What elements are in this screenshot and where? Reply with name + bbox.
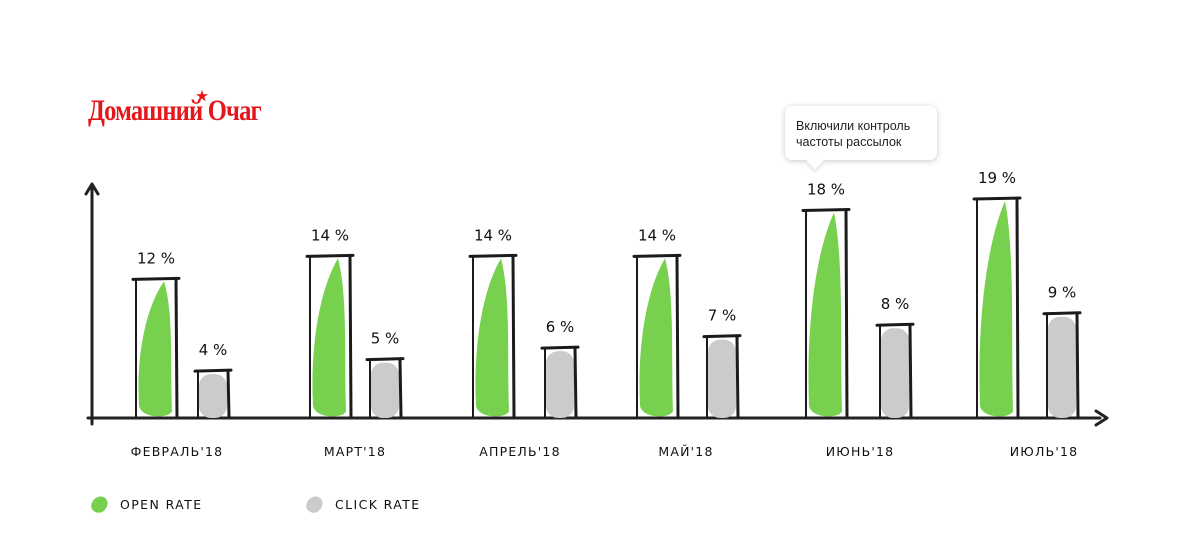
click-bar-fill-2	[546, 351, 574, 418]
click-bar-right-edge-2	[573, 348, 578, 418]
open-bar-right-edge-5	[1015, 198, 1020, 418]
click-bar-right-edge-0	[226, 371, 231, 418]
click-bar-2	[540, 345, 580, 418]
open-value-label-3: 14 %	[638, 226, 676, 244]
click-value-label-1: 5 %	[371, 330, 400, 348]
legend-open-rate: OPEN RATE	[88, 492, 203, 516]
legend-click-label: CLICK RATE	[335, 496, 421, 512]
chart-axes	[84, 182, 1109, 427]
open-value-label-0: 12 %	[137, 249, 175, 267]
open-bar-5	[972, 196, 1022, 418]
open-bar-fill-5	[979, 201, 1013, 417]
open-bar-cap-1	[305, 253, 355, 258]
legend-click-rate: CLICK RATE	[303, 492, 421, 516]
x-tick-label-2: АПРЕЛЬ'18	[479, 444, 561, 459]
open-bar-fill-3	[639, 258, 673, 417]
open-bar-fill-4	[808, 212, 842, 417]
x-tick-label-5: ИЮЛЬ'18	[1010, 444, 1079, 459]
click-value-label-3: 7 %	[708, 307, 737, 325]
click-bar-1	[365, 357, 405, 418]
click-bar-fill-5	[1048, 316, 1076, 418]
click-bar-cap-2	[540, 345, 580, 350]
x-tick-label-1: МАРТ'18	[324, 444, 386, 459]
open-bar-1	[305, 253, 355, 418]
click-bar-fill-0	[199, 374, 227, 418]
click-bar-4	[875, 322, 915, 418]
open-bar-2	[468, 253, 518, 418]
x-tick-label-0: ФЕВРАЛЬ'18	[131, 444, 224, 459]
click-bar-5	[1042, 311, 1082, 418]
click-value-label-2: 6 %	[546, 318, 575, 336]
y-axis-arrow	[84, 182, 100, 196]
open-bar-right-edge-4	[844, 210, 849, 418]
click-bar-cap-1	[365, 357, 405, 362]
legend-click-swatch	[303, 492, 326, 516]
open-bar-cap-0	[131, 276, 181, 281]
click-bar-fill-4	[881, 328, 909, 418]
click-bar-fill-1	[371, 362, 399, 418]
logo: Домашний Очаг	[88, 94, 262, 127]
open-bar-fill-1	[312, 258, 346, 417]
click-value-label-0: 4 %	[199, 341, 228, 359]
click-bar-cap-3	[702, 334, 742, 339]
click-bar-fill-3	[708, 339, 736, 418]
open-bar-cap-2	[468, 253, 518, 258]
open-bar-0	[131, 276, 181, 418]
click-bar-right-edge-5	[1075, 313, 1080, 418]
x-tick-label-4: ИЮНЬ'18	[826, 444, 895, 459]
click-bar-cap-5	[1042, 311, 1082, 316]
legend-open-label: OPEN RATE	[120, 496, 203, 512]
click-value-label-5: 9 %	[1048, 284, 1077, 302]
open-bar-cap-5	[972, 196, 1022, 201]
click-bar-right-edge-4	[908, 325, 913, 418]
open-value-label-1: 14 %	[311, 226, 349, 244]
click-bar-right-edge-1	[398, 359, 403, 418]
open-bar-4	[801, 207, 851, 418]
x-axis-arrow	[1094, 409, 1109, 427]
logo-star-icon	[196, 90, 208, 102]
click-bar-0	[193, 368, 233, 418]
open-bar-right-edge-1	[348, 256, 353, 418]
callout-line-2: частоты рассылок	[796, 135, 902, 149]
click-value-label-4: 8 %	[881, 295, 910, 313]
click-bar-right-edge-3	[735, 336, 740, 418]
open-bar-cap-3	[632, 253, 682, 258]
open-bar-right-edge-3	[675, 256, 680, 418]
open-bar-right-edge-0	[174, 279, 179, 418]
click-bar-3	[702, 334, 742, 418]
open-value-label-2: 14 %	[474, 226, 512, 244]
open-bar-fill-0	[138, 281, 172, 417]
click-bar-cap-4	[875, 322, 915, 327]
open-value-label-5: 19 %	[978, 169, 1016, 187]
annotation-callout: Включили контроль частоты рассылок	[785, 106, 937, 160]
open-bar-3	[632, 253, 682, 418]
chart-labels: 12 % 4 % ФЕВРАЛЬ'18 14 % 5 % МАРТ'18 14 % 6 % АП…	[131, 169, 1079, 459]
click-bar-cap-0	[193, 368, 233, 373]
open-value-label-4: 18 %	[807, 180, 845, 198]
open-bar-fill-2	[475, 258, 509, 417]
open-bar-cap-4	[801, 207, 851, 212]
open-bar-right-edge-2	[511, 256, 516, 418]
x-tick-label-3: МАЙ'18	[658, 444, 713, 459]
chart-bars	[131, 196, 1082, 418]
legend-open-swatch	[88, 492, 111, 516]
callout-line-1: Включили контроль	[796, 119, 911, 133]
